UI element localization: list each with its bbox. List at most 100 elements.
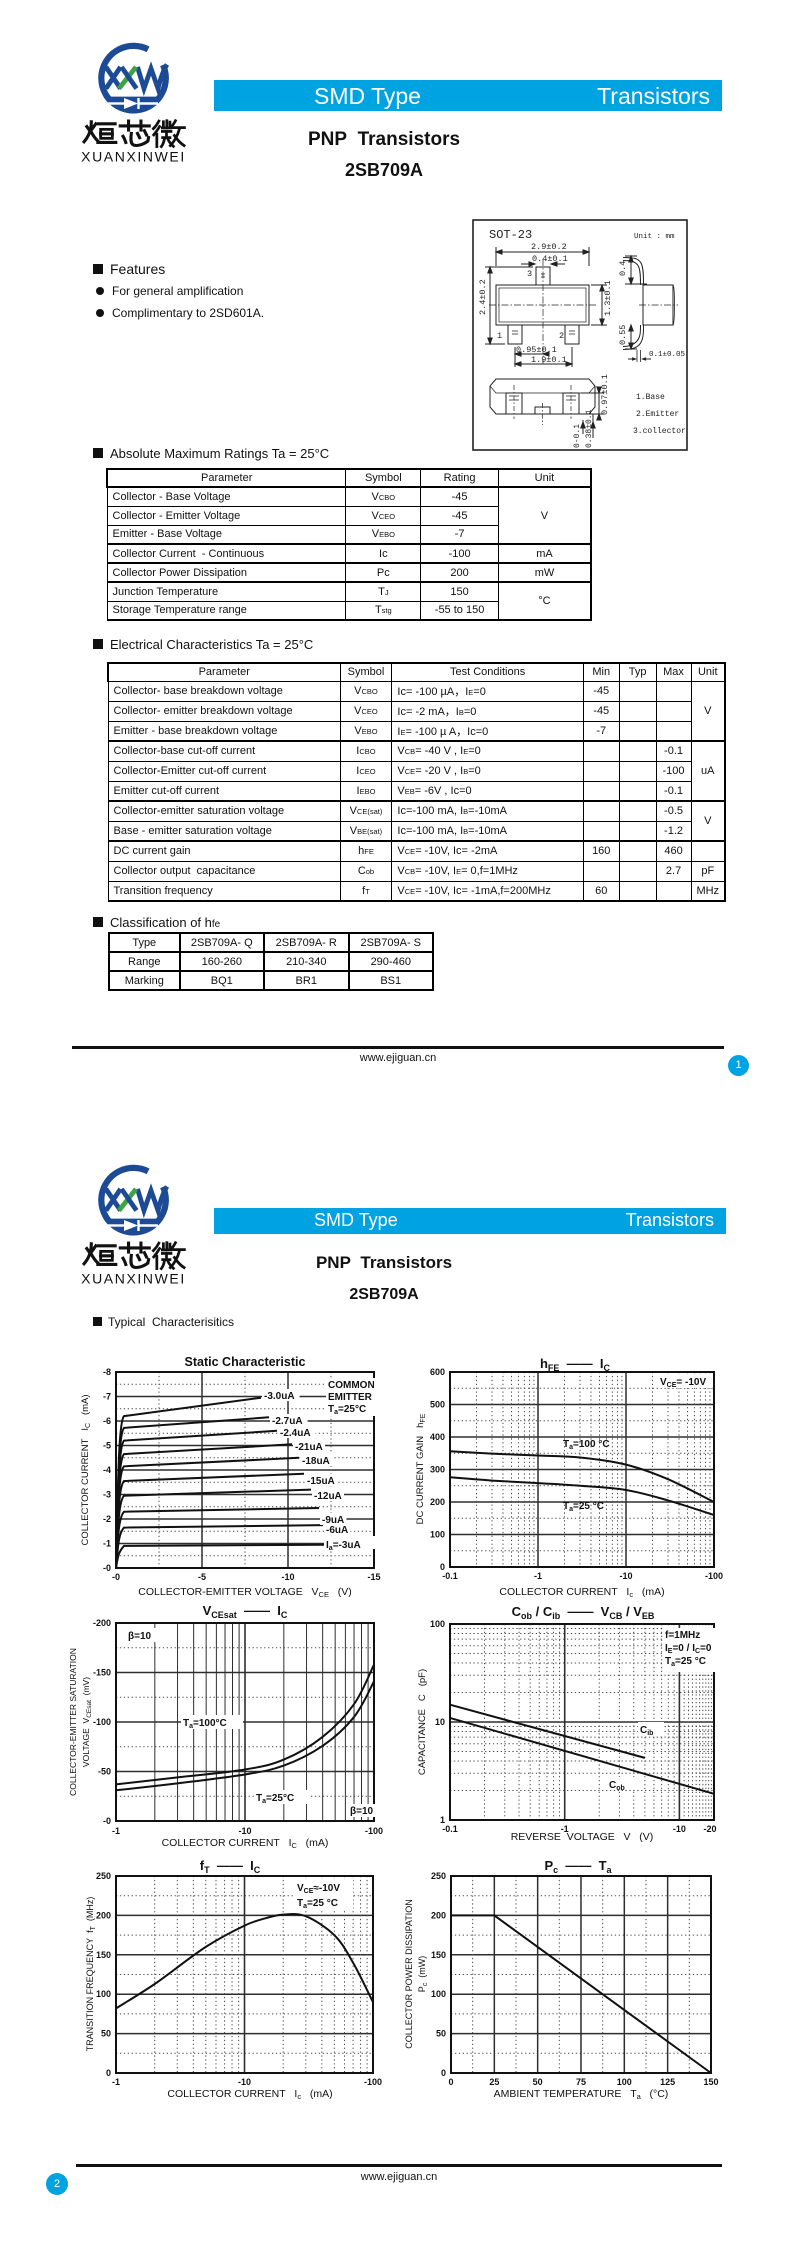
svg-text:600: 600: [430, 1367, 445, 1377]
svg-text:200: 200: [430, 1497, 445, 1507]
svg-text:Pc (mW): Pc (mW): [417, 1956, 429, 1993]
svg-text:COLLECTOR CURRENT IC (mA): COLLECTOR CURRENT IC (mA): [80, 1394, 92, 1545]
svg-text:-0.1: -0.1: [442, 1824, 458, 1834]
svg-text:Unit : mm: Unit : mm: [634, 233, 675, 241]
svg-text:3.collector: 3.collector: [633, 427, 686, 436]
svg-text:COLLECTOR POWER DISSIPATION: COLLECTOR POWER DISSIPATION: [404, 1899, 414, 2049]
svg-text:2.9±0.2: 2.9±0.2: [531, 242, 567, 252]
svg-text:-100: -100: [364, 2077, 382, 2087]
svg-text:0.4: 0.4: [618, 261, 628, 276]
svg-text:10: 10: [435, 1717, 445, 1727]
svg-text:hFE —— IC: hFE —— IC: [540, 1356, 611, 1373]
svg-text:2.Emitter: 2.Emitter: [636, 410, 679, 419]
svg-text:150: 150: [431, 1950, 446, 1960]
svg-text:-18uA: -18uA: [302, 1456, 330, 1467]
svg-text:100: 100: [430, 1619, 445, 1629]
svg-text:200: 200: [431, 1910, 446, 1920]
svg-text:-100: -100: [93, 1717, 111, 1727]
svg-text:0.38±0.1: 0.38±0.1: [585, 409, 594, 448]
svg-text:125: 125: [660, 2077, 675, 2087]
svg-text:-1: -1: [561, 1824, 569, 1834]
svg-text:1: 1: [440, 1815, 445, 1825]
svg-text:0.97±0.1: 0.97±0.1: [600, 374, 610, 415]
svg-text:0-0.1: 0-0.1: [573, 424, 582, 448]
svg-text:COLLECTOR-EMITTER SATURATION: COLLECTOR-EMITTER SATURATION: [68, 1648, 78, 1796]
svg-text:0: 0: [441, 2068, 446, 2078]
svg-text:DC CURRENT GAIN hFE: DC CURRENT GAIN hFE: [415, 1413, 427, 1524]
svg-text:VCE≈-10V: VCE≈-10V: [297, 1883, 340, 1895]
svg-text:-150: -150: [93, 1668, 111, 1678]
svg-text:100: 100: [430, 1530, 445, 1540]
svg-text:-7: -7: [103, 1392, 111, 1402]
svg-text:Ta=25 °C: Ta=25 °C: [563, 1501, 604, 1513]
svg-text:-15: -15: [367, 1572, 380, 1582]
svg-text:-0: -0: [112, 1572, 120, 1582]
svg-text:CAPACITANCE C (pF): CAPACITANCE C (pF): [417, 1669, 428, 1775]
svg-text:AMBIENT TEMPERATURE Ta (°C: AMBIENT TEMPERATURE Ta (°C): [494, 2088, 669, 2101]
svg-text:50: 50: [101, 2029, 111, 2039]
svg-text:75: 75: [576, 2077, 586, 2087]
svg-text:Ia=-3uA: Ia=-3uA: [326, 1540, 361, 1552]
svg-text:REVERSE VOLTAGE V (V): REVERSE VOLTAGE V (V): [511, 1831, 654, 1843]
svg-text:2.4±0.2: 2.4±0.2: [478, 279, 488, 315]
svg-text:0: 0: [448, 2077, 453, 2087]
svg-text:-8: -8: [103, 1367, 111, 1377]
svg-text:1.3±0.1: 1.3±0.1: [603, 280, 613, 316]
svg-text:Ta=100°C: Ta=100°C: [183, 1718, 227, 1730]
svg-text:-3: -3: [103, 1490, 111, 1500]
svg-text:-0.1: -0.1: [442, 1571, 458, 1581]
svg-text:Ta=100 °C: Ta=100 °C: [563, 1439, 610, 1451]
svg-text:VCEsat —— IC: VCEsat —— IC: [203, 1603, 288, 1620]
svg-text:-15uA: -15uA: [307, 1476, 335, 1487]
svg-text:Ta=25°C: Ta=25°C: [256, 1793, 294, 1805]
svg-text:β=10: β=10: [350, 1806, 374, 1817]
svg-text:0.55: 0.55: [618, 325, 628, 345]
svg-text:-1: -1: [112, 1826, 120, 1836]
svg-text:-0: -0: [103, 1816, 111, 1826]
svg-text:-6uA: -6uA: [326, 1525, 348, 1536]
svg-text:-2.4uA: -2.4uA: [280, 1428, 311, 1439]
svg-text:Cob / Cib —— VCB / VEB: Cob / Cib —— VCB / VEB: [512, 1604, 655, 1621]
svg-text:100: 100: [617, 2077, 632, 2087]
svg-text:COMMON: COMMON: [328, 1380, 375, 1391]
svg-text:Static Characteristic: Static Characteristic: [185, 1355, 306, 1369]
svg-text:300: 300: [430, 1465, 445, 1475]
svg-text:-1: -1: [103, 1539, 111, 1549]
svg-text:COLLECTOR-EMITTER VOLTAGE VC: COLLECTOR-EMITTER VOLTAGE VCE (V): [138, 1586, 351, 1599]
svg-text:-9uA: -9uA: [322, 1515, 344, 1526]
svg-text:-4: -4: [103, 1465, 111, 1475]
svg-text:50: 50: [533, 2077, 543, 2087]
svg-text:fT —— IC: fT —— IC: [200, 1858, 261, 1875]
svg-text:Pc —— Ta: Pc —— Ta: [544, 1858, 612, 1875]
svg-text:-2.7uA: -2.7uA: [272, 1416, 303, 1427]
svg-text:IE=0 / IC=0: IE=0 / IC=0: [665, 1643, 712, 1655]
svg-text:VOLTAGE VCEsat (mV): VOLTAGE VCEsat (mV): [81, 1677, 93, 1767]
svg-text:-10: -10: [619, 1571, 632, 1581]
svg-text:0.1±0.05: 0.1±0.05: [649, 351, 686, 359]
svg-text:150: 150: [703, 2077, 718, 2087]
svg-text:-5: -5: [198, 1572, 206, 1582]
svg-text:SOT-23: SOT-23: [489, 228, 532, 242]
svg-text:-200: -200: [93, 1618, 111, 1628]
svg-text:-100: -100: [705, 1571, 723, 1581]
svg-text:0: 0: [106, 2068, 111, 2078]
svg-text:500: 500: [430, 1400, 445, 1410]
svg-text:TRANSITION FREQUENCY fT (MHz: TRANSITION FREQUENCY fT (MHz): [85, 1897, 97, 2052]
svg-text:COLLECTOR CURRENT Ic (mA): COLLECTOR CURRENT Ic (mA): [167, 2088, 332, 2101]
svg-text:Ta=25°C: Ta=25°C: [328, 1404, 366, 1416]
svg-text:COLLECTOR CURRENT Ic (mA): COLLECTOR CURRENT Ic (mA): [499, 1586, 664, 1599]
svg-text:200: 200: [96, 1910, 111, 1920]
svg-text:0.95±0.1: 0.95±0.1: [516, 345, 557, 355]
svg-text:-2: -2: [103, 1514, 111, 1524]
svg-text:β=10: β=10: [128, 1631, 152, 1642]
svg-text:-10: -10: [238, 2077, 251, 2087]
svg-text:100: 100: [431, 1989, 446, 1999]
svg-text:-5: -5: [103, 1441, 111, 1451]
svg-text:1: 1: [497, 331, 502, 341]
svg-text:250: 250: [431, 1871, 446, 1881]
svg-text:400: 400: [430, 1432, 445, 1442]
svg-text:0: 0: [440, 1562, 445, 1572]
svg-text:-10: -10: [281, 1572, 294, 1582]
svg-text:-21uA: -21uA: [295, 1442, 323, 1453]
svg-text:3: 3: [527, 269, 532, 279]
